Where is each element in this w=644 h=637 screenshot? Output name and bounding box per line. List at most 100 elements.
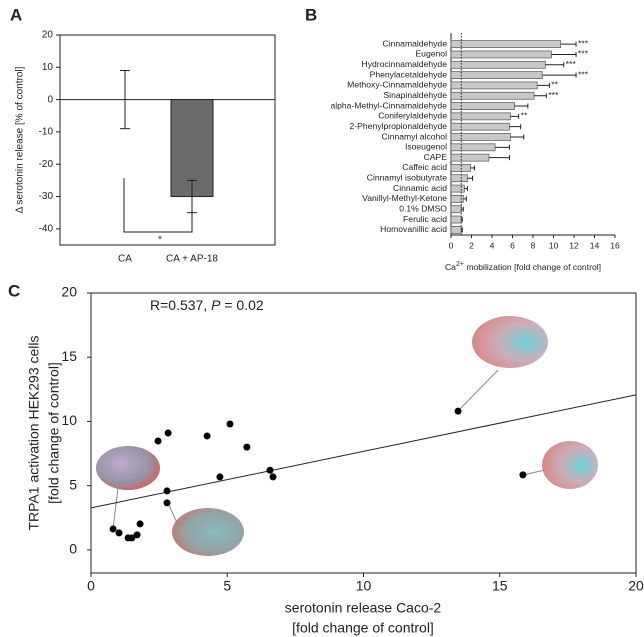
x-axis-label-part: mobilization [fold change of control]	[464, 262, 601, 272]
y-tick-label: Coniferylaldehyde	[378, 111, 447, 121]
connector	[113, 488, 118, 529]
x-tick-label: 8	[531, 240, 536, 250]
x-tick-label: 14	[590, 240, 600, 250]
x-tick-label: 0	[449, 240, 454, 250]
significance: ***	[578, 38, 589, 48]
panel-label: B	[305, 5, 317, 24]
x-axis-label: serotonin release Caco-2	[285, 600, 442, 616]
bar	[451, 175, 467, 182]
bar	[451, 185, 464, 192]
y-tick-label: -20	[39, 159, 54, 170]
y-tick-label: Sinapinaldehyde	[383, 90, 447, 100]
x-tick-label: 15	[492, 578, 508, 594]
y-tick-label: Homovanillic acid	[380, 224, 447, 234]
y-tick-label: CAPE	[424, 152, 448, 162]
molecule	[96, 446, 160, 490]
bar	[451, 216, 461, 223]
bar	[451, 41, 561, 48]
y-tick-label: 0	[47, 94, 53, 105]
y-tick-label: Methoxy-Cinnamaldehyde	[347, 80, 447, 90]
y-axis-label: Δ serotonin release [% of control]	[15, 66, 26, 213]
point	[164, 487, 171, 494]
significance: *	[158, 235, 162, 246]
y-tick-label: Eugenol	[415, 49, 447, 59]
bar	[451, 92, 534, 99]
panel-label: C	[8, 281, 20, 300]
connector	[458, 370, 498, 411]
bar	[451, 82, 537, 89]
x-tick-label: 4	[490, 240, 495, 250]
bar	[451, 134, 510, 141]
plot-frame	[60, 35, 275, 245]
bar	[451, 72, 542, 79]
point	[110, 525, 117, 532]
y-tick-label: 10	[61, 412, 77, 428]
point	[137, 520, 144, 527]
y-tick-label: -40	[39, 223, 54, 234]
y-tick-label: Hydrocinnamaldehyde	[361, 59, 447, 69]
y-axis-label: TRPA1 activation HEK293 cells	[26, 335, 42, 530]
y-tick-label: Isoeugenol	[405, 142, 447, 152]
point	[164, 499, 171, 506]
x-tick-label: CA + AP-18	[166, 254, 218, 265]
y-tick-label: 20	[42, 30, 54, 41]
significance: **	[521, 111, 528, 121]
bar	[451, 113, 510, 120]
point	[243, 444, 250, 451]
y-axis-label: [fold change of control]	[46, 362, 62, 504]
y-tick-label: Cinnamyl isobutyrate	[367, 173, 447, 183]
point	[116, 529, 123, 536]
y-tick-label: 20	[61, 284, 77, 300]
molecule	[472, 316, 548, 368]
significance: ***	[578, 69, 589, 79]
x-tick-label: 10	[356, 578, 372, 594]
x-tick-label: 12	[569, 240, 579, 250]
y-tick-label: -30	[39, 191, 54, 202]
bar	[451, 103, 515, 110]
y-tick-label: Cinnamyl alcohol	[382, 131, 448, 141]
y-tick-label: 15	[61, 348, 77, 364]
molecule-illustrations	[96, 316, 598, 556]
annotation: R=0.537, P = 0.02	[150, 297, 264, 313]
y-tick-label: 10	[42, 62, 54, 73]
x-axis-label-part: 2+	[456, 261, 464, 268]
x-tick-label: 0	[87, 578, 95, 594]
x-axis-label: [fold change of control]	[292, 620, 434, 636]
y-tick-label: Ferulic acid	[403, 214, 447, 224]
y-tick-label: 5	[69, 476, 77, 492]
point	[216, 473, 223, 480]
x-tick-label: 16	[610, 240, 620, 250]
bar	[451, 164, 470, 171]
x-tick-label: CA	[118, 254, 132, 265]
bar	[451, 154, 489, 161]
x-axis-label-part: Ca	[445, 262, 456, 272]
molecule	[172, 508, 244, 556]
bar	[451, 206, 461, 213]
significance: ***	[548, 90, 559, 100]
point	[155, 437, 162, 444]
bar	[451, 61, 545, 68]
significance: **	[551, 80, 558, 90]
y-tick-label: 2-Phenylpropionaldehyde	[350, 121, 448, 131]
bar	[451, 51, 551, 58]
figure: A-40-30-20-1001020CACA + AP-18*Δ seroton…	[0, 0, 644, 637]
y-tick-label: Phenylacetaldehyde	[370, 69, 448, 79]
molecule	[542, 441, 598, 489]
x-tick-label: 6	[510, 240, 515, 250]
x-axis-label: Ca2+ mobilization [fold change of contro…	[445, 261, 601, 272]
point	[267, 467, 274, 474]
significance: ***	[578, 49, 589, 59]
y-tick-label: Cinnamic acid	[393, 183, 447, 193]
y-tick-label: 0.1% DMSO	[399, 203, 447, 213]
annotation-part: R=0.537,	[150, 297, 211, 313]
x-tick-label: 5	[223, 578, 231, 594]
y-tick-label: Cinnamaldehyde	[383, 38, 448, 48]
y-tick-label: 0	[69, 541, 77, 557]
bar	[451, 123, 509, 130]
page: {"chart_data": [ {"type": "bar", "label"…	[0, 0, 644, 637]
panel-label: A	[10, 5, 22, 24]
bar	[451, 226, 461, 233]
annotation-part: = 0.02	[220, 297, 263, 313]
point	[455, 408, 462, 415]
point	[165, 430, 172, 437]
